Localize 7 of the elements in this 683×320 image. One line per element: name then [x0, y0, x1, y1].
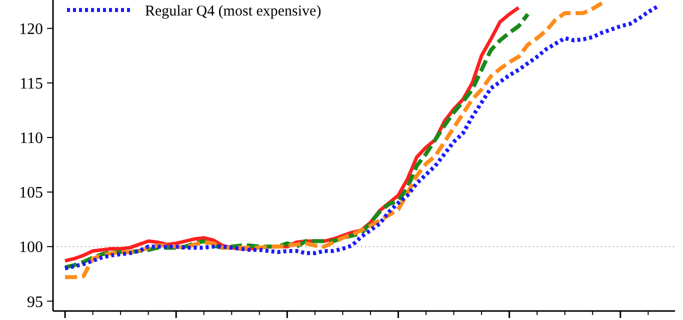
y-tick-label: 115: [20, 76, 43, 93]
y-tick-label: 105: [19, 184, 43, 202]
y-tick-label: 110: [20, 130, 43, 148]
legend-label: Regular Q4 (most expensive): [145, 3, 322, 20]
y-tick-label: 120: [19, 20, 43, 38]
y-tick-label: 100: [19, 239, 43, 256]
y-tick-label: 95: [27, 294, 43, 311]
